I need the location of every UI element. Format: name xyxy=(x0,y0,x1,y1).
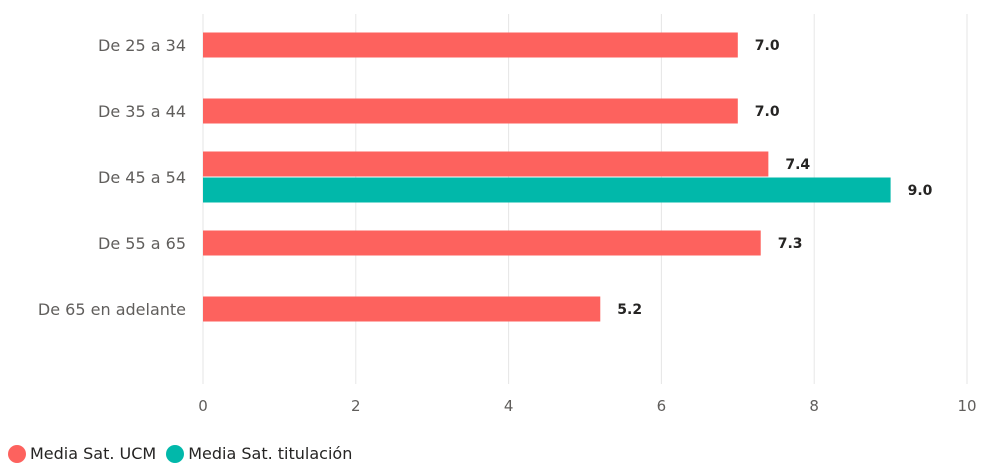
bar xyxy=(203,151,769,177)
legend-label-titulacion: Media Sat. titulación xyxy=(188,444,353,463)
data-label: 7.0 xyxy=(755,38,780,54)
category-labels: De 25 a 34 De 35 a 44 De 45 a 54 De 55 a 65… xyxy=(38,36,186,319)
x-tick-label: 4 xyxy=(504,397,514,415)
bars xyxy=(203,32,891,322)
x-tick-label: 0 xyxy=(198,397,208,415)
data-label: 7.4 xyxy=(785,157,810,173)
legend-swatch-titulacion xyxy=(166,444,185,463)
legend-label-ucm: Media Sat. UCM xyxy=(30,444,157,463)
bar-chart: De 25 a 34 De 35 a 44 De 45 a 54 De 55 a 65… xyxy=(38,14,977,415)
bar xyxy=(203,98,738,124)
bar xyxy=(203,230,761,256)
data-labels: 7.0 7.0 7.4 9.0 7.3 5.2 xyxy=(617,38,932,318)
legend: Media Sat. UCM Media Sat. titulación xyxy=(8,444,362,463)
data-label: 9.0 xyxy=(908,183,933,199)
category-label: De 25 a 34 xyxy=(98,36,186,55)
data-label: 7.0 xyxy=(755,104,780,120)
category-label: De 35 a 44 xyxy=(98,102,186,121)
x-tick-label: 8 xyxy=(809,397,819,415)
bar xyxy=(203,32,738,58)
category-label: De 45 a 54 xyxy=(98,168,186,187)
x-tick-labels: 0 2 4 6 8 10 xyxy=(198,397,976,415)
category-label: De 55 a 65 xyxy=(98,234,186,253)
x-tick-label: 10 xyxy=(957,397,976,415)
data-label: 5.2 xyxy=(617,302,642,318)
category-label: De 65 en adelante xyxy=(38,300,186,319)
legend-item-ucm[interactable]: Media Sat. UCM xyxy=(8,444,156,463)
bar xyxy=(203,296,601,322)
legend-swatch-ucm xyxy=(8,444,26,463)
x-tick-label: 2 xyxy=(351,397,361,415)
bar xyxy=(203,177,891,203)
data-label: 7.3 xyxy=(778,236,803,252)
legend-item-titulacion[interactable]: Media Sat. titulación xyxy=(166,444,352,463)
x-tick-label: 6 xyxy=(657,397,667,415)
